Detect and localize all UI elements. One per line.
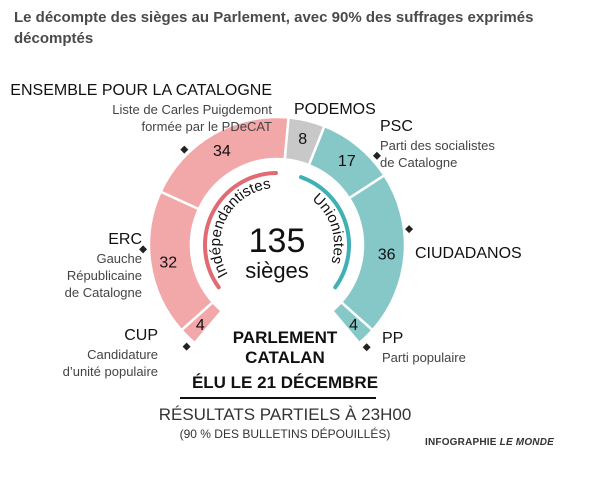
title-underline bbox=[180, 397, 376, 399]
election-date: ÉLU LE 21 DÉCEMBRE bbox=[191, 373, 379, 392]
seat-count-podemos: 8 bbox=[298, 131, 307, 148]
seat-segments bbox=[147, 115, 407, 345]
party-desc-erc: Gauche bbox=[96, 251, 142, 266]
credit-brand: LE MONDE bbox=[499, 437, 555, 448]
party-desc-cup: d’unité populaire bbox=[63, 364, 158, 379]
marker-psc bbox=[372, 151, 381, 160]
party-desc-pp: Parti populaire bbox=[382, 350, 466, 365]
party-desc-cup: Candidature bbox=[87, 347, 158, 362]
credit-prefix: INFOGRAPHIE bbox=[425, 437, 497, 448]
party-desc-psc: Parti des socialistes bbox=[380, 138, 495, 153]
party-name-psc: PSC bbox=[380, 118, 413, 135]
parliament-title-line2: CATALAN bbox=[245, 348, 325, 367]
seat-count-cup: 4 bbox=[196, 317, 205, 334]
total-seats-unit: sièges bbox=[245, 258, 309, 283]
party-name-cup: CUP bbox=[124, 327, 158, 344]
seat-count-ensemble-pour-la-catalogne: 34 bbox=[213, 143, 231, 160]
bloc-arc-independantistes bbox=[203, 171, 278, 290]
chart-headline: Le décompte des sièges au Parlement, ave… bbox=[14, 9, 534, 47]
party-desc-ensemble: Liste de Carles Puigdemont bbox=[112, 102, 272, 117]
party-desc-erc: Républicaine bbox=[67, 268, 142, 283]
parliament-title: PARLEMENT CATALAN bbox=[150, 328, 420, 368]
total-seats-number: 135 bbox=[249, 222, 306, 260]
seat-count-erc: 32 bbox=[159, 254, 177, 271]
party-name-ensemble: ENSEMBLE POUR LA CATALOGNE bbox=[10, 82, 272, 99]
infographic-credit: INFOGRAPHIE LE MONDE bbox=[425, 437, 554, 448]
bloc-label-unionistes: Unionistes bbox=[309, 190, 347, 266]
party-desc-erc: de Catalogne bbox=[65, 285, 142, 300]
party-labels: ENSEMBLE POUR LA CATALOGNE Liste de Carle… bbox=[10, 82, 521, 379]
marker-pp bbox=[362, 343, 371, 352]
party-name-ciudadanos: CIUDADANOS bbox=[415, 245, 522, 262]
partial-results-label: RÉSULTATS PARTIELS À 23H00 bbox=[158, 405, 412, 424]
marker-cup bbox=[182, 342, 191, 351]
seat-count-psc: 17 bbox=[338, 153, 356, 170]
party-desc-ensemble: formée par le PDeCAT bbox=[141, 119, 272, 134]
marker-ciudadanos bbox=[405, 225, 414, 234]
segment-pp bbox=[330, 300, 375, 345]
party-name-podemos: PODEMOS bbox=[294, 101, 376, 118]
seat-count-labels: 4 32 34 8 17 36 4 bbox=[159, 131, 395, 334]
parliament-title-line1: PARLEMENT bbox=[232, 328, 338, 347]
party-desc-psc: de Catalogne bbox=[380, 155, 457, 170]
marker-erc bbox=[139, 245, 148, 254]
seat-count-ciudadanos: 36 bbox=[378, 246, 396, 263]
marker-ensemble bbox=[180, 145, 189, 154]
ballots-counted-note: (90 % DES BULLETINS DÉPOUILLÉS) bbox=[179, 427, 391, 441]
party-name-pp: PP bbox=[382, 330, 403, 347]
seat-count-pp: 4 bbox=[349, 317, 358, 334]
bloc-arc-unionistes bbox=[299, 175, 351, 290]
party-name-erc: ERC bbox=[108, 231, 142, 248]
